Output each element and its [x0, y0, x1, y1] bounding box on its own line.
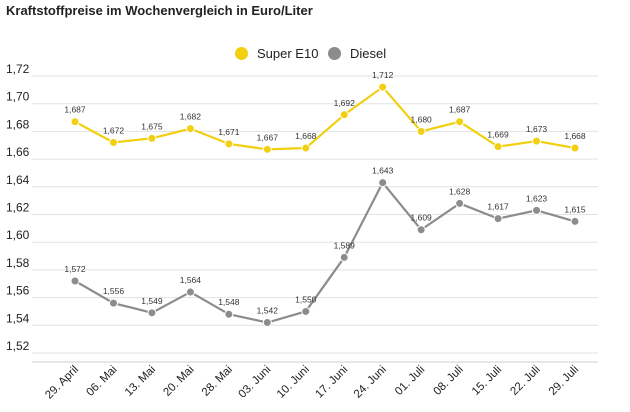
data-point: [532, 136, 542, 146]
data-point: [70, 117, 80, 127]
x-tick-label: 29. April: [43, 364, 81, 402]
data-label: 1,609: [411, 213, 433, 223]
data-point: [455, 198, 465, 208]
data-point: [224, 139, 234, 149]
legend-label-diesel: Diesel: [350, 46, 387, 61]
data-label: 1,556: [103, 286, 125, 296]
data-label: 1,628: [449, 186, 471, 196]
data-point: [532, 205, 542, 215]
data-label: 1,682: [180, 112, 202, 122]
legend-label-super-e10: Super E10: [257, 46, 319, 61]
data-point: [185, 124, 195, 134]
data-label: 1,667: [257, 132, 279, 142]
y-tick-label: 1,58: [6, 256, 30, 270]
data-point: [493, 142, 503, 152]
y-tick-label: 1,68: [6, 117, 30, 131]
data-point: [455, 117, 465, 127]
data-point: [570, 216, 580, 226]
y-tick-label: 1,62: [6, 201, 30, 215]
data-label: 1,589: [334, 240, 356, 250]
x-tick-label: 03. Juni: [236, 364, 273, 401]
data-point: [147, 133, 157, 143]
y-tick-label: 1,52: [6, 339, 30, 353]
data-label: 1,687: [449, 105, 471, 115]
data-label: 1,643: [372, 166, 394, 176]
x-tick-label: 24. Juni: [352, 364, 389, 401]
x-tick-label: 15. Juli: [470, 364, 504, 398]
data-point: [147, 308, 157, 318]
data-label: 1,542: [257, 306, 279, 316]
data-point: [493, 214, 503, 224]
data-label: 1,671: [218, 127, 240, 137]
y-tick-label: 1,72: [6, 62, 30, 76]
data-label: 1,669: [487, 130, 509, 140]
data-point: [416, 126, 426, 136]
data-point: [378, 178, 388, 188]
y-tick-label: 1,56: [6, 284, 30, 298]
data-label: 1,673: [526, 124, 548, 134]
x-tick-label: 17. Juni: [313, 364, 350, 401]
x-tick-label: 13. Mai: [123, 364, 158, 399]
data-label: 1,680: [411, 114, 433, 124]
legend: Super E10 Diesel: [0, 46, 630, 66]
data-label: 1,687: [64, 105, 86, 115]
data-label: 1,548: [218, 297, 240, 307]
data-point: [108, 137, 118, 147]
data-point: [185, 287, 195, 297]
data-label: 1,572: [64, 264, 86, 274]
data-label: 1,668: [295, 131, 317, 141]
data-point: [416, 225, 426, 235]
data-point: [570, 143, 580, 153]
data-label: 1,617: [487, 202, 509, 212]
data-point: [224, 309, 234, 319]
chart-title: Kraftstoffpreise im Wochenvergleich in E…: [6, 3, 313, 18]
data-label: 1,564: [180, 275, 202, 285]
x-tick-label: 01. Juli: [393, 364, 427, 398]
data-label: 1,623: [526, 193, 548, 203]
y-tick-label: 1,54: [6, 311, 30, 325]
series-line-diesel: [74, 181, 576, 324]
legend-marker-super-e10: [235, 47, 248, 60]
data-label: 1,550: [295, 294, 317, 304]
data-label: 1,549: [141, 296, 163, 306]
data-label: 1,672: [103, 125, 125, 135]
legend-marker-diesel: [328, 47, 341, 60]
data-point: [301, 143, 311, 153]
data-point: [339, 252, 349, 262]
data-label: 1,675: [141, 121, 163, 131]
data-point: [70, 276, 80, 286]
x-tick-label: 29. Juli: [547, 364, 581, 398]
y-tick-label: 1,66: [6, 145, 30, 159]
data-point: [378, 82, 388, 92]
data-point: [301, 306, 311, 316]
y-tick-label: 1,60: [6, 228, 30, 242]
data-label: 1,668: [564, 131, 586, 141]
x-tick-label: 20. Mai: [161, 364, 196, 399]
x-tick-label: 22. Juli: [508, 364, 542, 398]
series-line-super-e10: [74, 85, 576, 151]
data-label: 1,615: [564, 204, 586, 214]
data-label: 1,692: [334, 98, 356, 108]
y-tick-label: 1,64: [6, 173, 30, 187]
data-point: [339, 110, 349, 120]
y-tick-label: 1,70: [6, 90, 30, 104]
x-tick-label: 06. Mai: [84, 364, 119, 399]
x-tick-label: 28. Mai: [200, 364, 235, 399]
legend-item-super-e10: Super E10: [235, 46, 318, 61]
legend-item-diesel: Diesel: [328, 46, 386, 61]
data-point: [262, 144, 272, 154]
x-tick-label: 08. Juli: [431, 364, 465, 398]
x-tick-label: 10. Juni: [275, 364, 312, 401]
data-point: [262, 318, 272, 328]
data-point: [108, 298, 118, 308]
data-label: 1,712: [372, 70, 394, 80]
